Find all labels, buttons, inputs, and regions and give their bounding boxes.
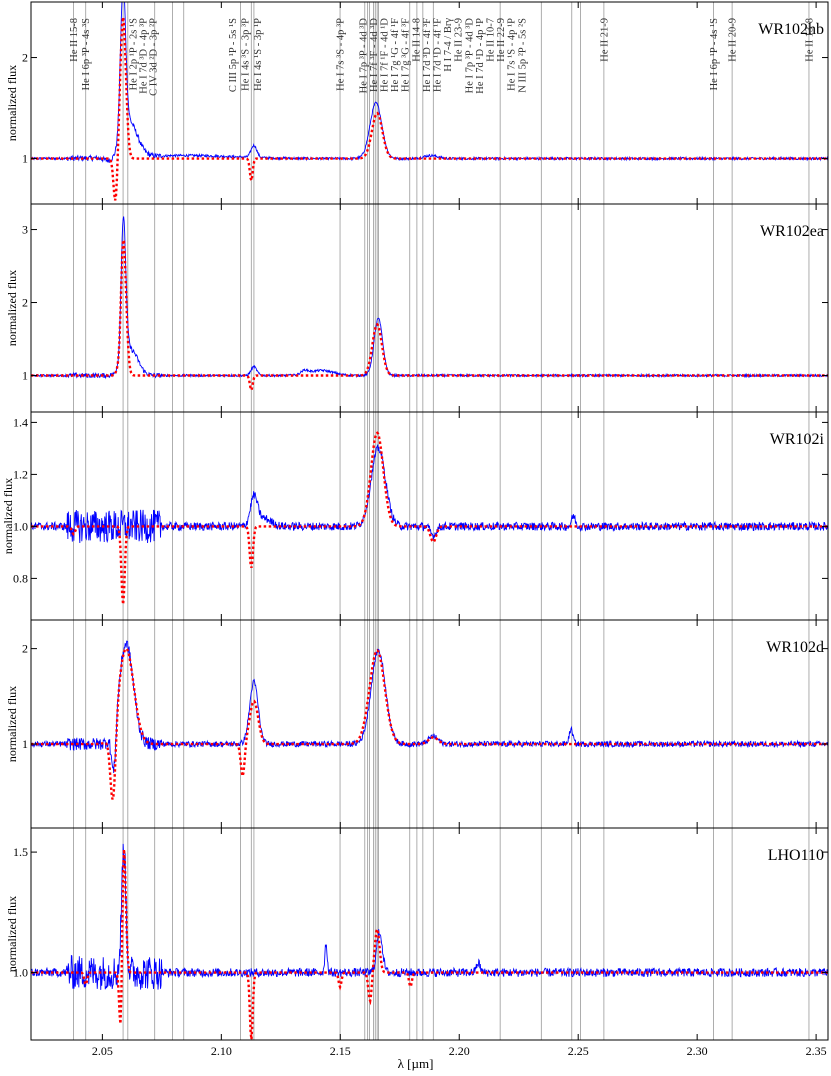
panel-title: WR102d <box>766 639 824 656</box>
x-tick-label: 2.15 <box>330 1044 351 1058</box>
line-id-label: He I 4s ³S - 3p ³P <box>241 18 252 91</box>
y-tick-label: 1.2 <box>13 467 28 481</box>
y-tick-label: 1 <box>22 737 28 751</box>
line-id-label: He II 15-8 <box>69 18 80 62</box>
line-id-label: He I 6p ¹P - 4s ¹S <box>709 18 720 91</box>
line-id-label: He II 23-9 <box>454 18 465 62</box>
y-tick-label: 1.0 <box>13 519 28 533</box>
observed-spectrum <box>31 444 828 544</box>
y-axis-label: normalized flux <box>5 896 19 972</box>
line-id-label: He II 21-9 <box>599 18 610 62</box>
line-id-label: He II 10-7 <box>486 18 497 62</box>
y-tick-label: 1.0 <box>13 966 28 980</box>
line-id-label: He I 7f ³F - 4d ³D <box>369 18 380 92</box>
panel-title: LHO110 <box>768 847 824 864</box>
panel-frame <box>30 411 829 621</box>
line-id-label: He I 7d ³D - 4p ³P <box>139 18 150 94</box>
y-tick-label: 0.8 <box>13 571 28 585</box>
model-spectrum <box>31 17 828 201</box>
y-tick-label: 2 <box>22 296 28 310</box>
model-spectrum <box>31 431 828 605</box>
line-id-label: C III 5p ¹P - 5s ¹S <box>228 18 239 92</box>
panel-wr102ea: 1 2 3 normalized flux WR102ea <box>5 203 829 413</box>
line-id-label: He I 7d ³D - 4f ³F <box>422 18 433 92</box>
line-id-label: He II 20-9 <box>728 18 739 62</box>
line-id-label: He I 7d ¹D - 4p ¹P <box>475 18 486 94</box>
panel-title: WR102ea <box>760 223 824 240</box>
line-id-label: N III 5p ²P - 5s ²S <box>517 18 528 93</box>
line-id-label: He I 7d ¹D - 4f ¹F <box>433 18 444 92</box>
observed-spectrum <box>31 216 828 380</box>
x-tick-label: 2.10 <box>211 1044 232 1058</box>
panel-title: WR102hb <box>758 21 824 38</box>
line-id-label: He I 7f ¹F - 4d ¹D <box>380 18 391 92</box>
line-id-label: He II 22-9 <box>496 18 507 62</box>
y-axis-label: normalized flux <box>1 478 15 554</box>
line-id-label: He I 4s ¹S - 3p ¹P <box>253 18 264 91</box>
y-tick-label: 1 <box>22 152 28 166</box>
line-id-label: He I 7p ³P - 4d ³D <box>358 18 369 94</box>
y-tick-label: 2 <box>22 51 28 65</box>
panel-lho110: 1.0 1.5 normalized flux LHO110 <box>5 827 829 1041</box>
line-id-label: He I 6p ³P - 4s ³S <box>81 18 92 91</box>
panel-frame <box>30 827 829 1041</box>
model-spectrum <box>31 849 828 1040</box>
line-id-label: He I 7s ¹S - 4p ¹P <box>507 18 518 91</box>
x-axis-label: λ [µm] <box>398 1056 434 1071</box>
panel-wr102d: 1 2 normalized flux WR102d <box>5 619 829 829</box>
x-tick-label: 2.30 <box>687 1044 708 1058</box>
line-id-labels: He II 15-8 He I 6p ³P - 4s ³S He I 2p ¹P -… <box>69 18 815 96</box>
panel-frame <box>30 203 829 413</box>
y-axis-label: normalized flux <box>5 65 19 141</box>
x-tick-label: 2.20 <box>449 1044 470 1058</box>
line-id-label: H I 7-4 / Brγ <box>443 18 454 72</box>
y-tick-label: 3 <box>22 223 28 237</box>
line-id-label: He I 2p ¹P - 2s ¹S <box>129 18 140 91</box>
y-tick-label: 1.5 <box>13 845 28 859</box>
line-id-label: He I 7s ³S - 4p ³P <box>336 18 347 91</box>
line-id-label: He I 7g ³G - 4f ³F <box>401 18 412 92</box>
model-spectrum <box>31 647 828 800</box>
y-axis-label: normalized flux <box>5 270 19 346</box>
observed-spectrum <box>31 640 828 773</box>
line-id-label: He I 7g ¹G - 4f ¹F <box>390 18 401 92</box>
panel-title: WR102i <box>770 431 825 448</box>
panel-frame <box>30 619 829 829</box>
line-id-label: C IV 3d ²D - 3p ²P <box>149 18 160 96</box>
model-spectrum <box>31 236 828 394</box>
observed-spectrum <box>31 843 828 990</box>
line-id-label: He II 14-8 <box>411 18 422 62</box>
line-id-label: He I 7p ³P - 4d ³D <box>464 18 475 94</box>
y-tick-label: 1.4 <box>13 415 28 429</box>
y-axis-label: normalized flux <box>5 686 19 762</box>
x-tick-label: 2.05 <box>92 1044 113 1058</box>
x-tick-label: 2.25 <box>568 1044 589 1058</box>
x-tick-label: 2.35 <box>806 1044 827 1058</box>
y-tick-label: 1 <box>22 369 28 383</box>
y-tick-label: 2 <box>22 642 28 656</box>
line-id-label: He II 13-8 <box>805 18 816 62</box>
panel-wr102i: 0.8 1.0 1.2 1.4 normalized flux WR102i <box>1 411 829 621</box>
